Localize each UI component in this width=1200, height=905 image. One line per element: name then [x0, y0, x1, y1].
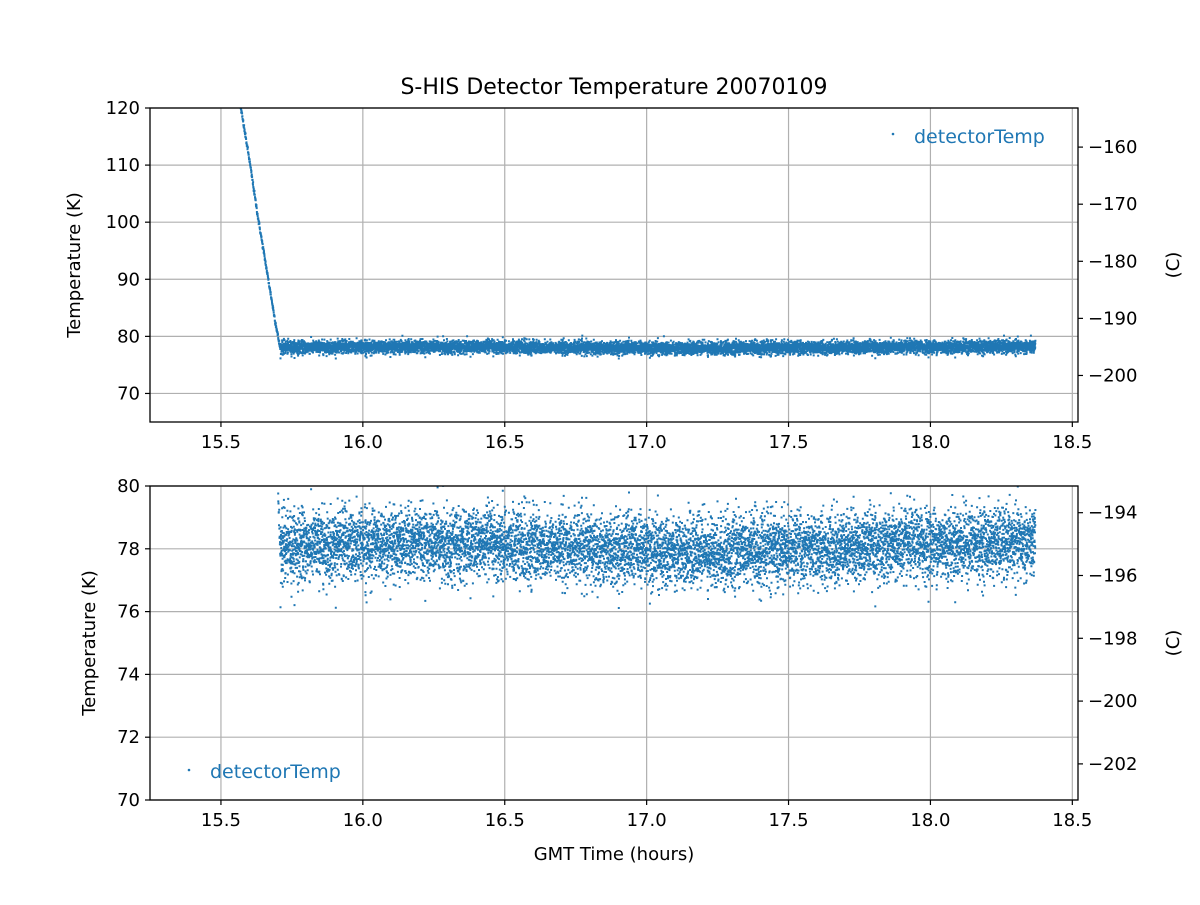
x-tick-label: 15.5	[201, 432, 241, 453]
y-tick-label: 80	[117, 476, 140, 497]
top-panel-y-ticks: 70 80 90 100 110 120	[106, 98, 150, 404]
top-panel-grid	[150, 107, 1078, 422]
top-panel-x-ticks: 15.5 16.0 16.5 17.0 17.5 18.0 18.5	[201, 422, 1092, 453]
bottom-panel-y-label: Temperature (K)	[79, 570, 100, 717]
x-axis-label: GMT Time (hours)	[534, 844, 695, 865]
bottom-panel-series-detectorTemp	[277, 486, 1037, 609]
x-tick-label: 17.5	[768, 432, 808, 453]
x-tick-label: 17.0	[627, 432, 667, 453]
y-tick-label: 90	[117, 269, 140, 290]
y2-tick-label: −170	[1088, 194, 1137, 215]
y2-tick-label: −196	[1088, 565, 1137, 586]
y-tick-label: 78	[117, 539, 140, 560]
bottom-panel-y-ticks: 70 72 74 76 78 80	[117, 476, 150, 811]
bottom-panel-x-ticks: 15.5 16.0 16.5 17.0 17.5 18.0 18.5	[201, 800, 1092, 831]
bottom-panel-legend: detectorTemp	[187, 761, 341, 783]
chart-title: S-HIS Detector Temperature 20070109	[400, 75, 827, 100]
y-tick-label: 70	[117, 383, 140, 404]
x-tick-label: 16.5	[485, 810, 525, 831]
y-tick-label: 70	[117, 790, 140, 811]
bottom-panel-legend-marker	[187, 768, 191, 772]
series-points-detectorTemp	[277, 486, 1037, 609]
y2-tick-label: −200	[1088, 365, 1137, 386]
x-tick-label: 16.0	[343, 810, 383, 831]
y2-tick-label: −190	[1088, 308, 1137, 329]
y2-tick-label: −200	[1088, 691, 1137, 712]
y2-tick-label: −198	[1088, 628, 1137, 649]
x-tick-label: 15.5	[201, 810, 241, 831]
top-panel-frame	[149, 107, 1079, 423]
y2-tick-label: −180	[1088, 251, 1137, 272]
bottom-panel-frame	[149, 485, 1079, 801]
top-panel-y-label: Temperature (K)	[64, 192, 85, 339]
top-panel-legend-label: detectorTemp	[914, 126, 1045, 148]
x-tick-label: 18.5	[1052, 810, 1092, 831]
x-tick-label: 18.0	[910, 432, 950, 453]
y-tick-label: 76	[117, 602, 140, 623]
y-tick-label: 120	[106, 98, 140, 119]
top-panel: 15.5 16.0 16.5 17.0 17.5 18.0 18.5 70 80 90 100 11…	[64, 98, 1184, 453]
x-tick-label: 16.0	[343, 432, 383, 453]
bottom-panel-y2-ticks: −202 −200 −198 −196 −194	[1078, 503, 1137, 775]
y2-tick-label: −194	[1088, 503, 1137, 524]
top-panel-y2-ticks: −200 −190 −180 −170 −160	[1078, 137, 1137, 386]
y2-tick-label: −160	[1088, 137, 1137, 158]
x-tick-label: 16.5	[485, 432, 525, 453]
top-panel-legend: detectorTemp	[891, 126, 1045, 148]
x-tick-label: 18.5	[1052, 432, 1092, 453]
x-tick-label: 17.5	[768, 810, 808, 831]
top-panel-legend-marker	[891, 132, 895, 136]
y-tick-label: 72	[117, 727, 140, 748]
top-panel-y2-label: (C)	[1163, 252, 1184, 279]
bottom-panel-legend-label: detectorTemp	[210, 761, 341, 783]
x-tick-label: 18.0	[910, 810, 950, 831]
y2-tick-label: −202	[1088, 754, 1137, 775]
y-tick-label: 80	[117, 326, 140, 347]
y-tick-label: 110	[106, 155, 140, 176]
y-tick-label: 100	[106, 212, 140, 233]
y-tick-label: 74	[117, 664, 140, 685]
x-tick-label: 17.0	[627, 810, 667, 831]
bottom-panel: 15.5 16.0 16.5 17.0 17.5 18.0 18.5 70 72 74 76 78 8…	[79, 476, 1184, 865]
bottom-panel-y2-label: (C)	[1163, 630, 1184, 657]
